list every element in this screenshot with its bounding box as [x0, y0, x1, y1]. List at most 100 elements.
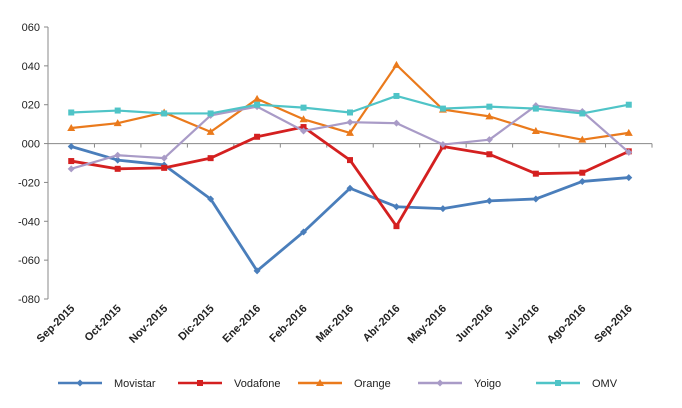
- y-tick-label: 060: [22, 22, 40, 34]
- data-point-yoigo: [346, 118, 354, 126]
- data-point-omv: [207, 110, 214, 117]
- x-tick-label: Ago-2016: [545, 303, 589, 347]
- data-point-omv: [300, 104, 307, 111]
- data-point-movistar: [625, 174, 633, 182]
- x-tick-label: Dic-2015: [176, 303, 216, 343]
- data-point-vodafone: [532, 170, 539, 177]
- data-point-orange: [299, 115, 308, 123]
- series-vodafone: [68, 124, 632, 230]
- data-point-orange: [113, 119, 122, 127]
- data-point-omv: [625, 101, 632, 108]
- legend-label: Movistar: [114, 378, 156, 390]
- data-point-movistar: [578, 177, 586, 185]
- data-point-orange: [253, 94, 262, 102]
- y-tick-label: 040: [22, 61, 40, 73]
- data-point-vodafone: [486, 151, 493, 158]
- legend-swatch-marker: [197, 380, 203, 386]
- data-point-omv: [161, 110, 168, 117]
- data-point-orange: [531, 126, 540, 134]
- legend-item-vodafone: Vodafone: [178, 378, 281, 390]
- data-point-movistar: [300, 228, 308, 236]
- data-point-omv: [579, 110, 586, 117]
- data-point-omv: [439, 105, 446, 112]
- y-tick-label: -060: [18, 255, 40, 267]
- series-omv: [68, 92, 632, 117]
- data-point-movistar: [253, 267, 261, 275]
- series-orange: [67, 60, 633, 143]
- data-point-movistar: [485, 197, 493, 205]
- data-point-orange: [346, 128, 354, 136]
- legend-swatch-marker: [316, 379, 324, 386]
- data-point-yoigo: [625, 148, 633, 156]
- data-point-omv: [393, 92, 400, 99]
- data-point-omv: [532, 105, 539, 112]
- x-tick-label: May-2016: [406, 303, 450, 347]
- data-point-vodafone: [393, 223, 400, 230]
- data-point-yoigo: [439, 141, 447, 149]
- series-layer: [67, 60, 633, 275]
- data-point-yoigo: [67, 165, 75, 173]
- data-point-vodafone: [68, 158, 75, 165]
- data-point-orange: [392, 60, 401, 68]
- data-point-movistar: [114, 156, 122, 164]
- series-line-vodafone: [70, 125, 630, 228]
- x-tick-label: Jul-2016: [502, 303, 542, 343]
- y-tick-label: 000: [22, 139, 40, 151]
- data-point-yoigo: [114, 151, 122, 159]
- data-point-movistar: [439, 205, 447, 213]
- data-point-omv: [486, 103, 493, 110]
- data-point-vodafone: [114, 165, 121, 172]
- y-tick-label: 020: [22, 100, 40, 112]
- data-point-omv: [347, 109, 353, 116]
- data-point-movistar: [392, 203, 400, 211]
- data-point-orange: [578, 135, 587, 143]
- series-line-orange: [71, 63, 629, 141]
- data-point-orange: [67, 124, 76, 132]
- legend-item-omv: OMV: [536, 378, 618, 390]
- data-point-movistar: [207, 195, 215, 203]
- legend-layer: Movistar Vodafone Orange Yoigo OMV: [58, 378, 618, 390]
- y-tick-label: -020: [18, 177, 40, 189]
- data-point-vodafone: [161, 164, 168, 171]
- data-point-movistar: [67, 142, 75, 150]
- data-point-orange: [206, 127, 215, 135]
- legend-swatch-marker: [555, 380, 561, 386]
- legend-label: Yoigo: [474, 378, 501, 390]
- legend-swatch-marker: [436, 379, 444, 387]
- legend-label: OMV: [592, 378, 618, 390]
- data-point-orange: [485, 112, 494, 120]
- y-tick-label: -040: [18, 216, 40, 228]
- y-tick-label: -080: [18, 294, 40, 306]
- x-tick-label: Sep-2015: [35, 303, 78, 346]
- data-point-yoigo: [485, 136, 493, 144]
- legend-label: Vodafone: [234, 378, 281, 390]
- legend-item-yoigo: Yoigo: [418, 378, 501, 390]
- legend-item-orange: Orange: [298, 378, 391, 390]
- data-point-vodafone: [254, 133, 261, 140]
- data-point-movistar: [346, 184, 354, 192]
- data-point-movistar: [532, 195, 540, 203]
- data-point-yoigo: [392, 119, 400, 127]
- legend-label: Orange: [354, 378, 391, 390]
- x-tick-label: Jun-2016: [453, 303, 495, 345]
- data-point-yoigo: [300, 127, 308, 135]
- x-tick-label: Mar-2016: [314, 303, 356, 345]
- data-point-omv: [114, 107, 121, 114]
- data-point-vodafone: [207, 155, 214, 162]
- x-tick-label: Abr-2016: [361, 303, 403, 345]
- x-tick-label: Sep-2016: [592, 303, 635, 346]
- x-tick-label: Nov-2015: [127, 303, 170, 346]
- legend-item-movistar: Movistar: [58, 378, 156, 390]
- x-tick-label: Feb-2016: [267, 303, 309, 345]
- data-point-omv: [68, 109, 75, 116]
- data-point-vodafone: [300, 124, 307, 131]
- data-point-vodafone: [347, 157, 353, 164]
- data-point-omv: [254, 101, 261, 108]
- legend-swatch-marker: [76, 379, 84, 387]
- series-line-movistar: [70, 145, 629, 273]
- data-point-vodafone: [579, 169, 586, 176]
- data-point-yoigo: [160, 154, 168, 162]
